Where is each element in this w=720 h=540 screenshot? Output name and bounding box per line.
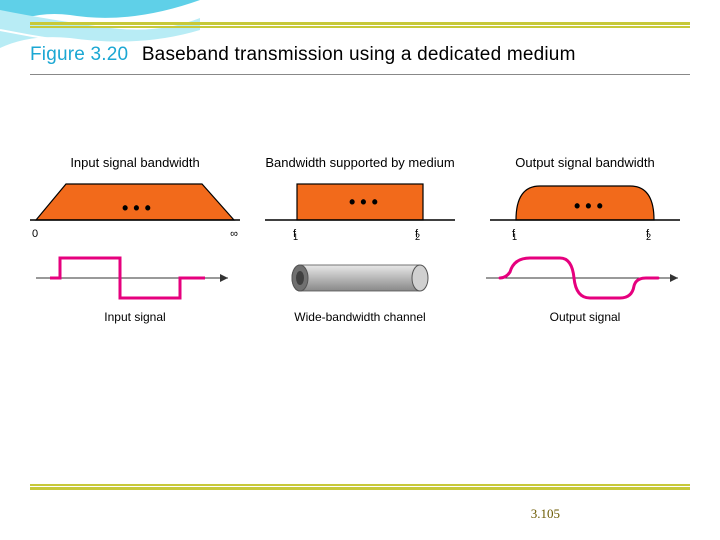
- output-signal-caption: Output signal: [550, 310, 621, 324]
- panel-medium: Bandwidth supported by medium • • • f1 f…: [255, 155, 465, 325]
- panel-output: Output signal bandwidth • • • f1 f2 Outp…: [480, 155, 690, 325]
- output-signal: [480, 248, 690, 308]
- input-signal-caption: Input signal: [104, 310, 165, 324]
- input-signal: [30, 248, 240, 308]
- output-axis: f1 f2: [480, 228, 690, 242]
- input-spectrum: • • •: [30, 176, 240, 228]
- axis-f1-out: f1: [512, 228, 517, 242]
- axis-label-inf: ∞: [230, 228, 238, 240]
- figure-title: Baseband transmission using a dedicated …: [142, 44, 576, 65]
- diagram-area: Input signal bandwidth • • • 0 ∞ Input s…: [30, 155, 690, 325]
- bottom-double-rule: [30, 484, 690, 490]
- figure-number: Figure 3.20: [30, 44, 128, 65]
- panel-medium-title: Bandwidth supported by medium: [265, 155, 454, 170]
- axis-f2-out: f2: [646, 228, 651, 242]
- top-double-rule: [30, 22, 690, 28]
- medium-axis: f1 f2: [255, 228, 465, 242]
- panel-output-title: Output signal bandwidth: [515, 155, 654, 170]
- axis-f1: f1: [293, 228, 298, 242]
- panel-input: Input signal bandwidth • • • 0 ∞ Input s…: [30, 155, 240, 325]
- page-number: 3.105: [531, 506, 560, 522]
- axis-f2: f2: [415, 228, 420, 242]
- panel-input-title: Input signal bandwidth: [70, 155, 199, 170]
- figure-caption: Figure 3.20 Baseband transmission using …: [30, 44, 576, 66]
- output-spectrum: • • •: [480, 176, 690, 228]
- medium-channel: [255, 248, 465, 308]
- medium-caption: Wide-bandwidth channel: [294, 310, 425, 324]
- axis-label-zero: 0: [32, 228, 38, 240]
- input-axis: 0 ∞: [30, 228, 240, 242]
- decor-wave: [0, 0, 200, 80]
- medium-spectrum: • • •: [255, 176, 465, 228]
- title-underline: [30, 74, 690, 75]
